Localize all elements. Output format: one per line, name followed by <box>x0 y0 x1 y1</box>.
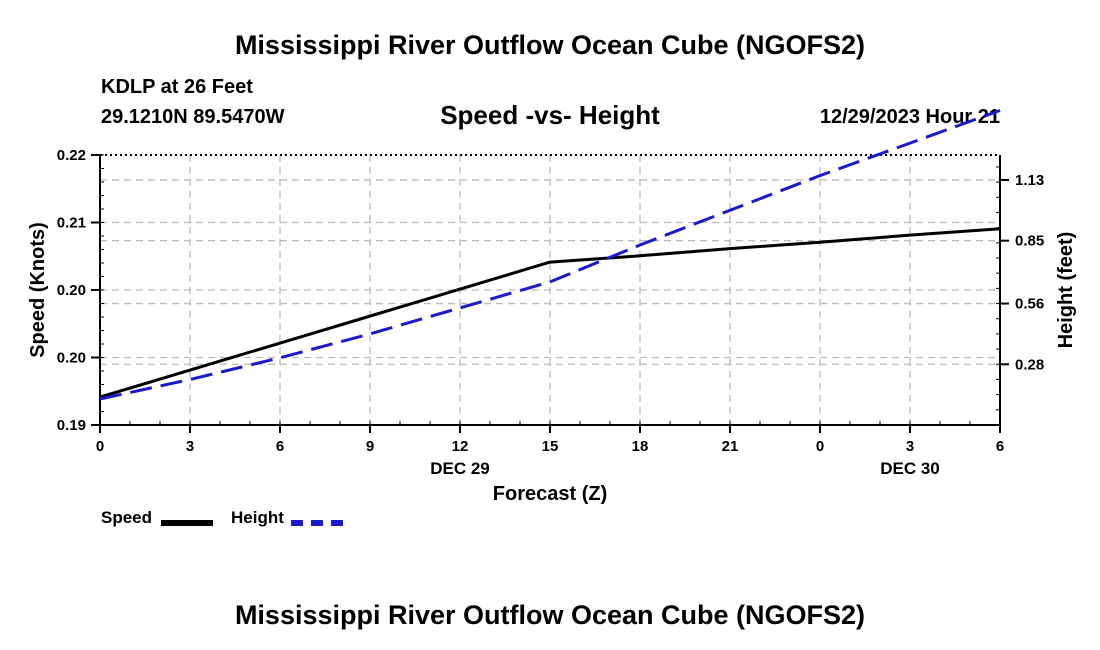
y-tick-label-right: 0.85 <box>1015 233 1044 250</box>
x-tick-label: 6 <box>996 438 1004 455</box>
y-axis-label-left: Speed (Knots) <box>27 222 49 358</box>
y-tick-label-left: 0.22 <box>57 147 86 164</box>
y-axis-label-right: Height (feet) <box>1055 232 1077 349</box>
x-tick-label: 3 <box>906 438 914 455</box>
station-label: KDLP at 26 Feet <box>101 76 253 98</box>
legend-height-label: Height <box>231 508 284 527</box>
axis-ticks <box>91 154 1009 433</box>
y-tick-label-left: 0.19 <box>57 417 86 434</box>
x-tick-label: 21 <box>722 438 739 455</box>
series-lines <box>99 109 1001 401</box>
x-tick-label: 0 <box>96 438 104 455</box>
legend-speed-label: Speed <box>101 508 153 527</box>
x-date-label: DEC 30 <box>880 459 940 478</box>
axis-labels: Forecast (Z) Speed (Knots) Height (feet)… <box>27 147 1077 505</box>
legend-height-swatch <box>291 520 343 526</box>
speed-height-chart: Forecast (Z) Speed (Knots) Height (feet)… <box>27 109 1077 505</box>
forecast-datetime: 12/29/2023 Hour 21 <box>819 106 1000 128</box>
y-tick-label-left: 0.21 <box>57 215 86 232</box>
y-tick-label-left: 0.20 <box>57 282 86 299</box>
x-tick-label: 15 <box>542 438 559 455</box>
footer-title: Mississippi River Outflow Ocean Cube (NG… <box>234 600 866 630</box>
legend-speed-swatch <box>161 520 213 526</box>
coordinates-label: 29.1210N 89.5470W <box>101 106 285 128</box>
speed-series-line <box>99 227 1001 399</box>
x-date-label: DEC 29 <box>430 459 490 478</box>
x-tick-label: 6 <box>276 438 284 455</box>
chart-subtitle: Speed -vs- Height <box>440 100 660 130</box>
y-tick-label-left: 0.20 <box>57 350 86 367</box>
height-series-line <box>99 109 1001 401</box>
y-tick-label-right: 1.13 <box>1015 172 1044 189</box>
x-tick-label: 0 <box>816 438 824 455</box>
x-tick-label: 3 <box>186 438 194 455</box>
grid-lines <box>100 155 1000 425</box>
chart-title: Mississippi River Outflow Ocean Cube (NG… <box>234 30 866 60</box>
y-tick-label-right: 0.56 <box>1015 296 1044 313</box>
x-tick-label: 12 <box>452 438 469 455</box>
y-tick-label-right: 0.28 <box>1015 356 1044 373</box>
x-axis-label: Forecast (Z) <box>493 483 607 505</box>
x-tick-label: 18 <box>632 438 649 455</box>
x-tick-label: 9 <box>366 438 374 455</box>
